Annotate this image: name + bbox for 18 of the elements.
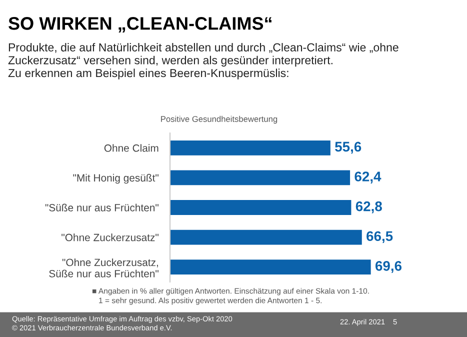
data-label: 66,5 [366, 231, 393, 244]
chart-title: SO WIRKEN „CLEAN-CLAIMS“ [8, 17, 272, 32]
x-axis-title: Positive Gesundheitsbewertung [161, 116, 278, 124]
data-label: 62,4 [354, 172, 382, 184]
bar [170, 140, 330, 156]
y-tick-label: Ohne Claim [104, 144, 158, 152]
bar [170, 230, 362, 245]
bar [170, 200, 352, 215]
y-tick-label: "Ohne Zuckerzusatz" [62, 234, 158, 242]
chart-subtitle: Produkte, die auf Natürlichkeit abstellen und durch „Clean-Claims“ wie „ohne Zuckerzusatz“ versehen sind, werden als gesünder interpretiert. Zu erkennen am Beispiel eines Beeren-Knuspermüslis: [8, 43, 398, 80]
data-label: 62,8 [356, 201, 382, 214]
bar [170, 260, 371, 275]
bar [170, 170, 350, 186]
data-label: 69,6 [375, 260, 402, 273]
y-tick-label: "Mit Honig gesüßt" [73, 174, 158, 184]
data-label: 55,6 [335, 142, 362, 154]
y-tick-label: "Ohne Zuckerzusatz, Süße nur aus Früchten" [49, 258, 158, 278]
y-tick-label: "Süße nur aus Früchten" [45, 204, 158, 212]
